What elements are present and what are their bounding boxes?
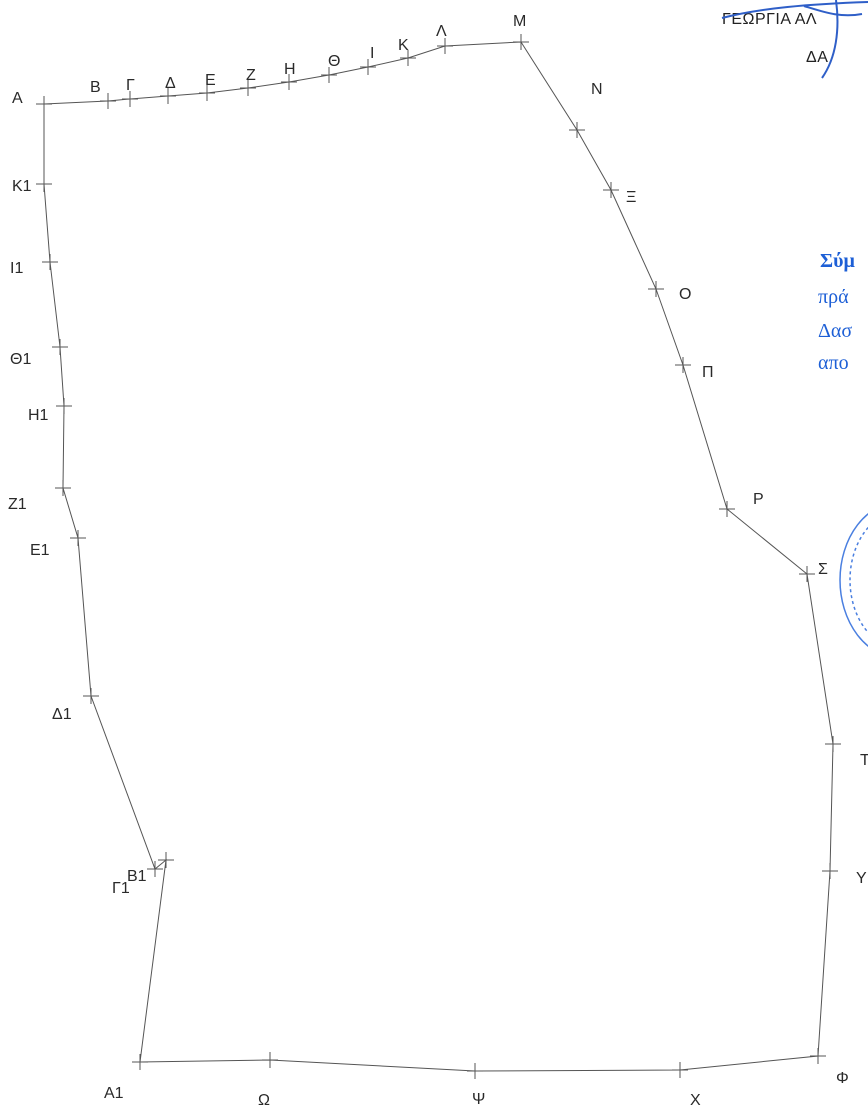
vertex-Ν: Ν bbox=[569, 81, 603, 138]
vertex-Ο: Ο bbox=[648, 281, 691, 303]
vertex-label: Φ bbox=[836, 1070, 849, 1087]
vertex-label: Ρ bbox=[753, 491, 764, 508]
vertex-Π: Π bbox=[675, 357, 714, 381]
vertex-label: Ι1 bbox=[10, 260, 23, 277]
vertex-label: Η1 bbox=[28, 407, 49, 424]
vertex-label: Α1 bbox=[104, 1085, 124, 1102]
vertex-label: Ω bbox=[258, 1092, 270, 1108]
vertex-label: Ξ bbox=[626, 189, 636, 206]
vertex-label: Υ bbox=[856, 870, 867, 887]
vertex-Σ: Σ bbox=[799, 561, 828, 582]
vertex-Η1: Η1 bbox=[28, 398, 72, 424]
vertex-label: Κ bbox=[398, 37, 409, 54]
vertex-label: Η bbox=[284, 61, 296, 78]
vertex-label: Σ bbox=[818, 561, 828, 578]
vertex-Υ: Υ bbox=[822, 863, 867, 887]
vertex-label: Δ bbox=[165, 75, 176, 92]
vertex-Κ1: Κ1 bbox=[12, 176, 52, 195]
vertex-label: Ν bbox=[591, 81, 603, 98]
vertex-Θ: Θ bbox=[321, 53, 340, 83]
stamp-line-2: πρά bbox=[818, 286, 849, 308]
vertex-label: Ε bbox=[205, 72, 216, 89]
vertex-Ω: Ω bbox=[258, 1052, 278, 1108]
vertex-label: Ζ1 bbox=[8, 496, 27, 513]
vertex-Β: Β bbox=[90, 79, 116, 109]
header: ΓΕΩΡΓΙΑ ΑΛ ΔΑ bbox=[721, 0, 868, 79]
vertex-label: Ι bbox=[370, 45, 374, 62]
vertex-label: Δ1 bbox=[52, 706, 72, 723]
vertex-label: Θ bbox=[328, 53, 340, 70]
vertex-Μ: Μ bbox=[513, 13, 529, 50]
vertex-Α: Α bbox=[12, 90, 52, 112]
vertex-label: Γ bbox=[126, 77, 135, 94]
vertex-Χ: Χ bbox=[672, 1062, 701, 1108]
vertex-label: Ψ bbox=[472, 1091, 485, 1108]
vertex-label: Μ bbox=[513, 13, 526, 30]
vertex-Δ1: Δ1 bbox=[52, 688, 99, 723]
vertex-Τ: Τ bbox=[825, 736, 868, 769]
vertex-Α1: Α1 bbox=[104, 1054, 148, 1102]
seal-icon bbox=[839, 513, 868, 647]
vertex-label: Κ1 bbox=[12, 178, 32, 195]
vertex-Ψ: Ψ bbox=[467, 1063, 485, 1108]
vertex-label: Π bbox=[702, 364, 714, 381]
vertex-label: Γ1 bbox=[112, 880, 130, 897]
stamp-line-4: απο bbox=[818, 352, 849, 374]
vertex-Γ1: Γ1 bbox=[112, 861, 163, 897]
vertex-Ζ: Ζ bbox=[240, 67, 256, 96]
vertex-Η: Η bbox=[281, 61, 297, 90]
vertex-Φ: Φ bbox=[810, 1048, 849, 1087]
stamp-line-3: Δασ bbox=[818, 320, 852, 342]
vertex-Ι: Ι bbox=[360, 45, 376, 75]
vertex-label: Ζ bbox=[246, 67, 256, 84]
vertex-Κ: Κ bbox=[398, 37, 416, 66]
vertex-label: Ο bbox=[679, 286, 691, 303]
vertex-label: Θ1 bbox=[10, 351, 31, 368]
vertex-Β1: Β1 bbox=[127, 852, 174, 885]
vertex-Δ: Δ bbox=[160, 75, 176, 104]
vertex-Γ: Γ bbox=[122, 77, 138, 107]
vertex-Λ: Λ bbox=[436, 23, 453, 54]
vertex-Ι1: Ι1 bbox=[10, 254, 58, 277]
vertex-label: Λ bbox=[436, 23, 447, 40]
stamp-text-block: Σύμ πρά Δασ απο bbox=[818, 250, 855, 374]
vertex-label: Τ bbox=[860, 752, 868, 769]
vertex-label: Β1 bbox=[127, 868, 147, 885]
vertex-label: Β bbox=[90, 79, 101, 96]
vertex-Ξ: Ξ bbox=[603, 182, 636, 206]
header-name-line2: ΔΑ bbox=[806, 49, 828, 66]
vertex-label: Ε1 bbox=[30, 542, 50, 559]
signature-icon bbox=[721, 0, 868, 79]
vertex-Ε: Ε bbox=[199, 72, 216, 101]
vertex-label: Α bbox=[12, 90, 23, 107]
stamp-line-1: Σύμ bbox=[820, 250, 855, 272]
header-name-line1: ΓΕΩΡΓΙΑ ΑΛ bbox=[722, 11, 817, 28]
vertex-Θ1: Θ1 bbox=[10, 339, 68, 368]
vertex-Ζ1: Ζ1 bbox=[8, 480, 71, 513]
vertex-Ε1: Ε1 bbox=[30, 530, 86, 559]
vertex-Ρ: Ρ bbox=[719, 491, 764, 517]
vertex-label: Χ bbox=[690, 1092, 701, 1108]
boundary-line bbox=[43, 41, 834, 1072]
